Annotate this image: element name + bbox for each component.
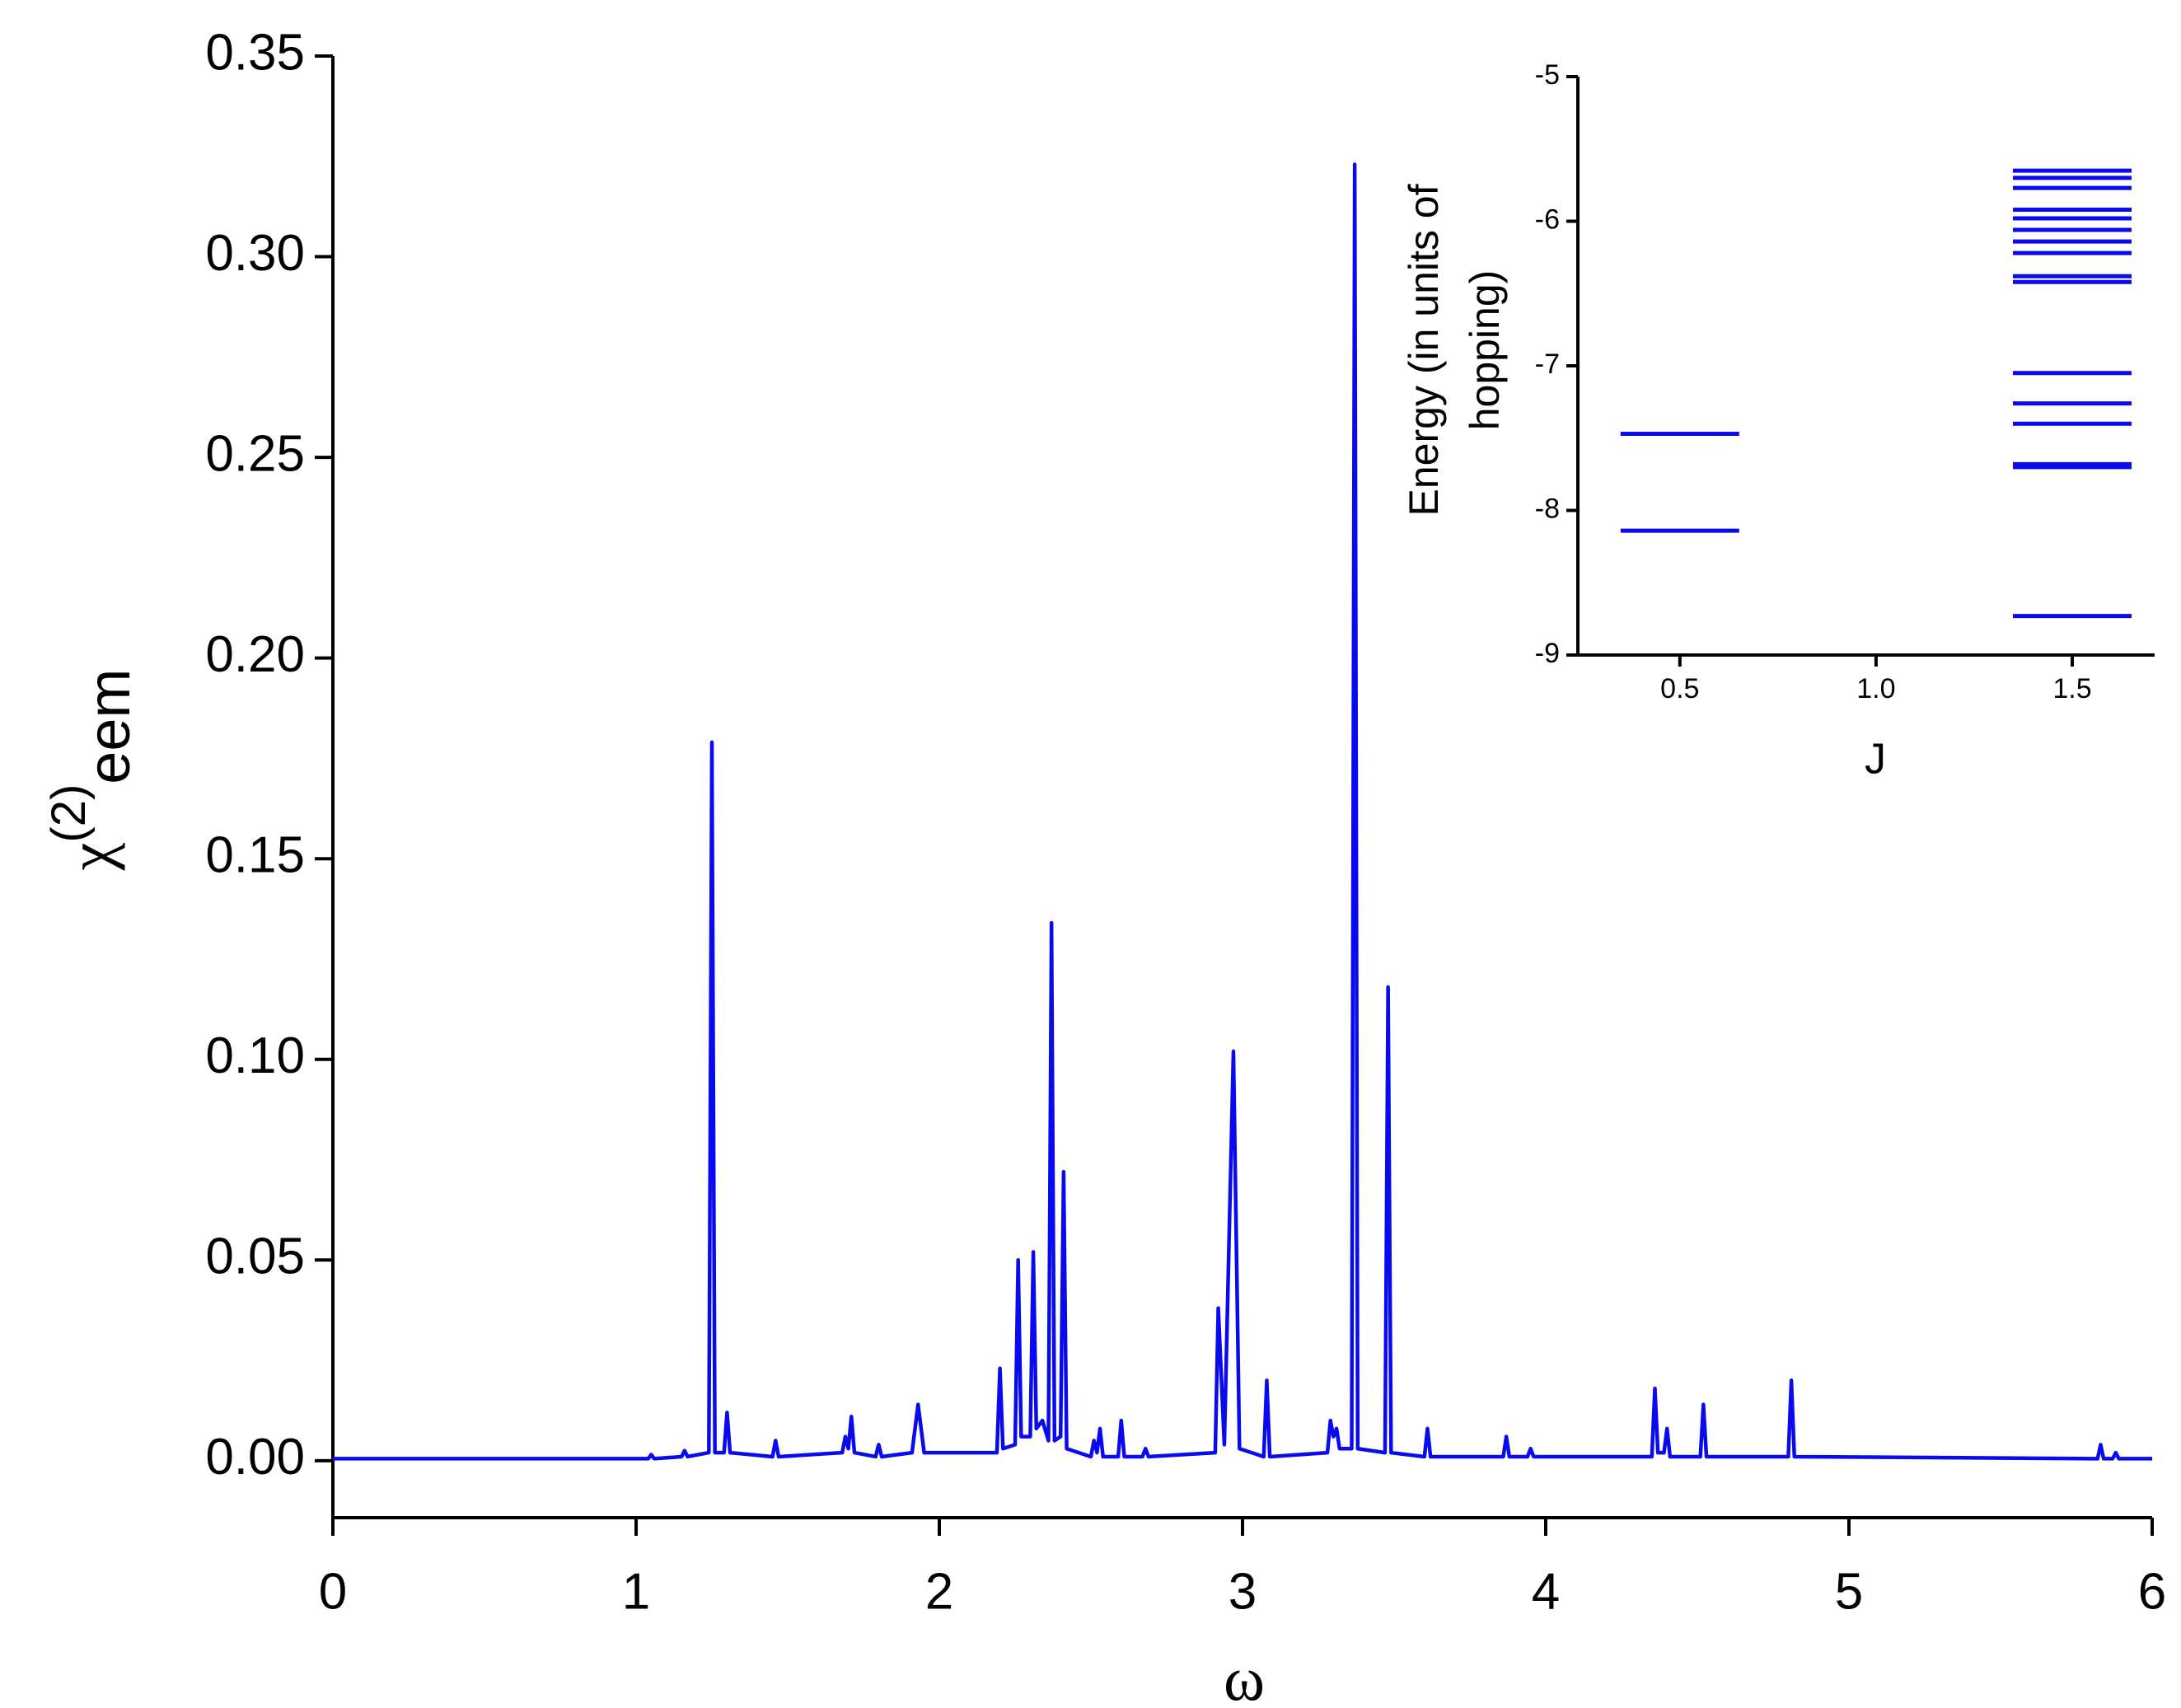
y-tick-label: 0.10	[205, 1027, 305, 1084]
y-tick-label: -5	[1535, 59, 1560, 91]
data-line	[333, 162, 2152, 1461]
x-tick-label: 6	[2138, 1563, 2166, 1620]
x-tick-label: 4	[1532, 1563, 1560, 1620]
y-tick-label: -8	[1535, 493, 1560, 524]
y-tick-label: -7	[1535, 349, 1560, 380]
x-axis-label: ω	[1224, 1645, 1265, 1708]
y-tick-label: -6	[1535, 204, 1560, 235]
y-tick-label: 0.00	[205, 1429, 305, 1486]
x-tick-label: 1.0	[1856, 673, 1895, 704]
y-axis-label: χ(2)eem	[42, 669, 143, 872]
y-tick-label: 0.20	[205, 626, 305, 683]
y-tick-label: 0.25	[205, 425, 305, 482]
y-tick-label: 0.30	[205, 225, 305, 282]
y-tick-label: 0.15	[205, 827, 305, 884]
inset-y-axis-label: hopping)	[1462, 270, 1508, 431]
y-tick-label: 0.05	[205, 1228, 305, 1285]
x-tick-label: 0	[319, 1563, 347, 1620]
x-tick-label: 5	[1835, 1563, 1863, 1620]
y-tick-label: 0.35	[205, 24, 305, 81]
x-tick-label: 0.5	[1660, 673, 1699, 704]
x-tick-label: 3	[1229, 1563, 1257, 1620]
inset-x-axis-label: J	[1865, 736, 1886, 784]
x-tick-label: 1	[622, 1563, 650, 1620]
y-tick-label: -9	[1535, 638, 1560, 669]
x-tick-label: 1.5	[2052, 673, 2091, 704]
y-label-sup: (2)	[42, 784, 96, 843]
inset-y-axis-label: Energy (in units of	[1401, 184, 1447, 516]
y-label-sub: eem	[77, 669, 143, 784]
x-tick-label: 2	[925, 1563, 953, 1620]
y-label-main: χ	[56, 842, 125, 871]
